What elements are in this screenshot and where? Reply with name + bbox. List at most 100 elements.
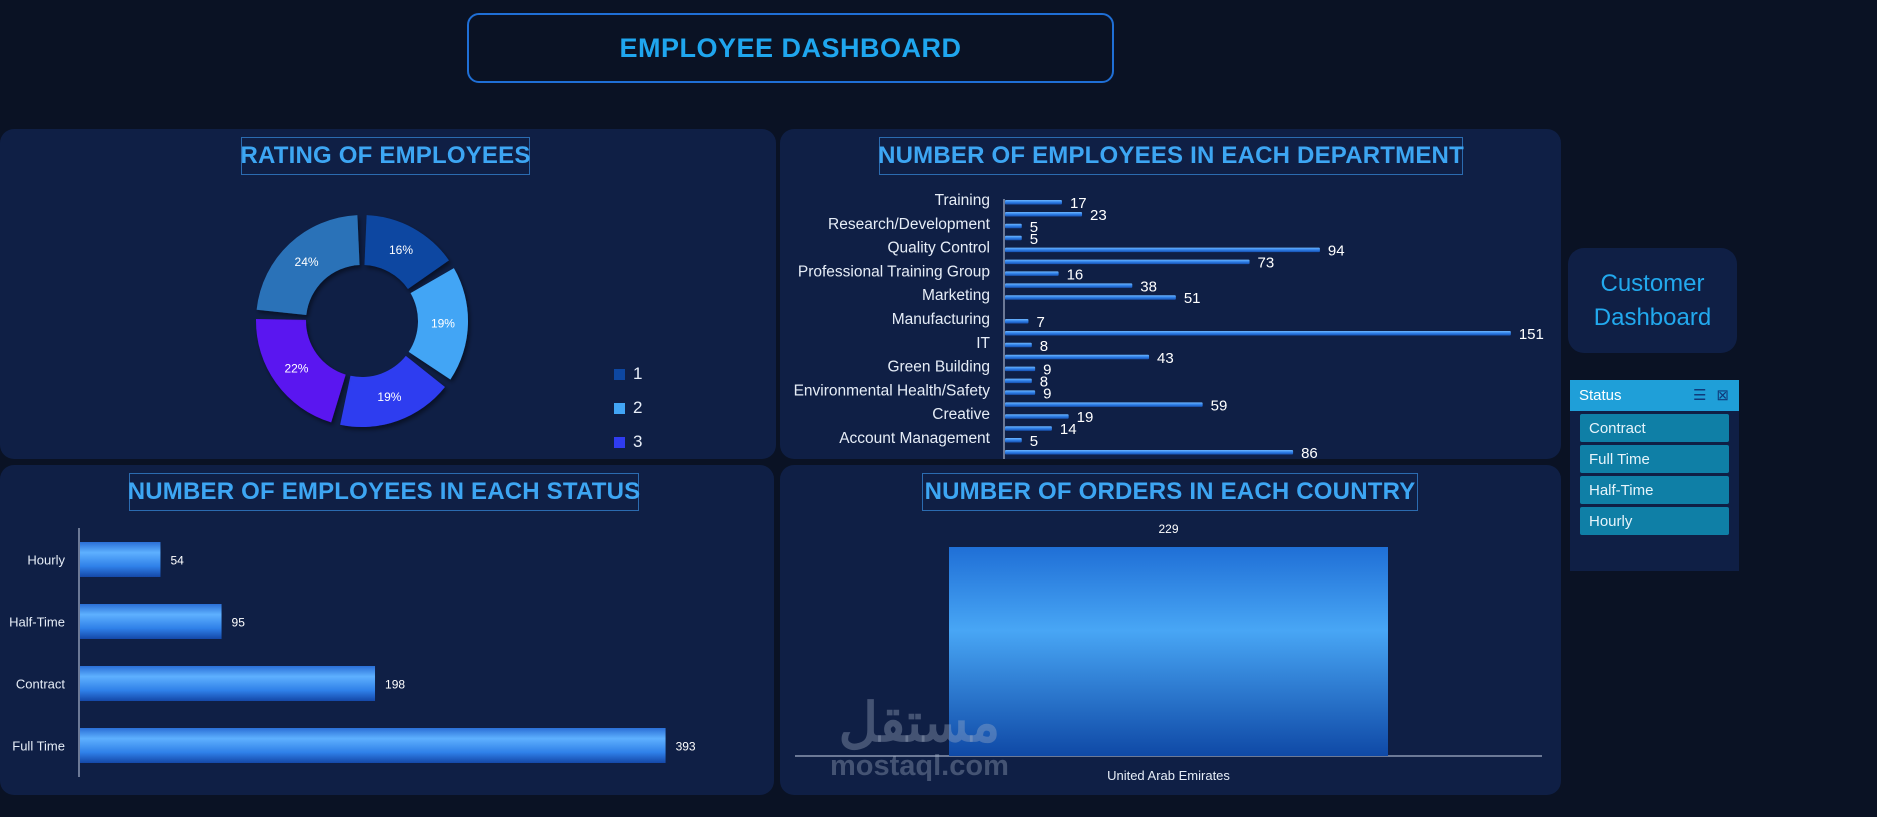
department-bar [1005,426,1052,431]
department-bar-value: 5 [1030,433,1038,450]
department-bar [1005,319,1029,324]
department-category-label: Manufacturing [892,311,990,328]
department-bar-value: 23 [1090,207,1107,224]
status-bar [80,666,376,701]
donut-slice-1 [364,215,449,289]
department-category-label: Creative [932,406,990,423]
department-panel: NUMBER OF EMPLOYEES IN EACH DEPARTMENT T… [780,129,1561,459]
department-category-label: Quality Control [887,240,990,257]
legend-swatch [614,368,625,380]
department-bar [1005,200,1062,205]
department-bar-value: 19 [1077,409,1094,426]
dashboard-title-box: EMPLOYEE DASHBOARD [467,13,1114,83]
department-bar-value: 9 [1043,362,1051,379]
department-category-label: Green Building [887,359,990,376]
donut-slice-label: 22% [284,362,308,376]
donut-slice-3 [340,355,445,427]
status-panel-title: NUMBER OF EMPLOYEES IN EACH STATUS [128,473,640,511]
clear-filter-icon[interactable]: ⊠ [1716,387,1729,404]
status-slicer: Status ☰ ⊠ Contract Full Time Half-Time … [1570,380,1739,571]
legend-label: 2 [633,398,643,417]
status-category-label: Hourly [27,553,65,568]
country-bar [949,547,1388,756]
status-bar-value: 393 [676,740,696,754]
country-category-label: United Arab Emirates [1107,768,1230,783]
slicer-item-contract[interactable]: Contract [1580,414,1729,442]
watermark: مستقل mostaql.com [830,695,1009,781]
department-bar-value: 14 [1060,421,1077,438]
department-bar [1005,283,1133,288]
department-bar [1005,378,1032,384]
department-bar [1005,235,1022,241]
department-bar [1005,223,1022,229]
department-bar [1005,259,1250,265]
department-category-label: Marketing [922,287,990,304]
donut-slice-2 [408,268,469,380]
country-bar-chart: 229 United Arab Emirates [795,522,1542,783]
department-bar-value: 7 [1036,314,1044,331]
watermark-arabic: مستقل [838,693,1001,753]
status-bar-value: 95 [232,616,246,630]
multi-select-icon[interactable]: ☰ [1692,387,1707,404]
donut-slice-label: 24% [295,255,319,269]
department-bar [1005,414,1069,419]
watermark-latin: mostaql.com [830,750,1009,782]
slicer-item-full-time[interactable]: Full Time [1580,445,1729,473]
donut-slice-label: 16% [389,243,413,257]
department-bar-value: 9 [1043,385,1051,402]
legend-item-1: 1 [614,357,642,391]
department-category-label: Account Management [839,430,990,447]
donut-slice-5 [256,215,360,316]
donut-slice-label: 19% [431,317,455,331]
department-category-label: Research/Development [828,216,991,233]
department-bar-value: 73 [1258,255,1275,272]
department-bar [1005,390,1036,395]
department-bar-value: 94 [1328,243,1345,260]
department-bar-value: 59 [1211,397,1228,414]
rating-donut-chart: 16% 19% 19% 22% 24% [256,215,469,427]
department-bar [1005,450,1294,455]
department-bar [1005,247,1320,253]
customer-dashboard-label: Customer Dashboard [1593,269,1712,331]
department-bar [1005,295,1176,300]
legend-item-3: 3 [614,425,642,459]
status-bar [80,604,222,639]
department-bar-value: 17 [1070,195,1087,212]
department-bar [1005,342,1032,348]
department-bar-value: 38 [1140,278,1157,295]
department-bar-value: 16 [1067,266,1084,283]
department-bar-value: 51 [1184,290,1201,307]
department-bar [1005,354,1150,360]
department-category-label: Professional Training Group [798,263,990,280]
legend-swatch [614,436,625,448]
department-bar-value: 43 [1157,350,1174,367]
country-panel-title: NUMBER OF ORDERS IN EACH COUNTRY [922,473,1418,511]
department-bar [1005,212,1083,217]
status-bar-chart: Hourly 54 Half-Time 95 Contract 198 Full Time 3… [9,528,696,777]
department-bar [1005,271,1059,276]
department-category-label: Environmental Health/Safety [794,382,991,399]
status-bar-value: 198 [385,678,405,692]
department-bar [1005,366,1036,372]
status-category-label: Half-Time [9,615,65,630]
department-bar-value: 5 [1030,231,1038,248]
department-bar [1005,402,1203,407]
slicer-header: Status ☰ ⊠ [1570,380,1739,411]
dashboard-title: EMPLOYEE DASHBOARD [619,32,962,63]
status-bar [80,542,161,577]
legend-label: 3 [633,432,643,451]
slicer-item-hourly[interactable]: Hourly [1580,507,1729,535]
customer-dashboard-button[interactable]: Customer Dashboard [1568,248,1737,353]
legend-label: 1 [633,364,643,383]
legend-swatch [614,402,625,414]
status-panel: NUMBER OF EMPLOYEES IN EACH STATUS Hourl… [0,465,774,795]
donut-slice-label: 19% [377,390,401,404]
country-bar-value: 229 [1158,522,1178,536]
rating-panel-title: RATING OF EMPLOYEES [240,137,530,175]
department-bar [1005,331,1511,336]
status-bar-value: 54 [170,554,184,568]
rating-panel: RATING OF EMPLOYEES 16%19%19%22%24% 1234… [0,129,776,519]
status-category-label: Contract [16,677,66,692]
slicer-item-half-time[interactable]: Half-Time [1580,476,1729,504]
